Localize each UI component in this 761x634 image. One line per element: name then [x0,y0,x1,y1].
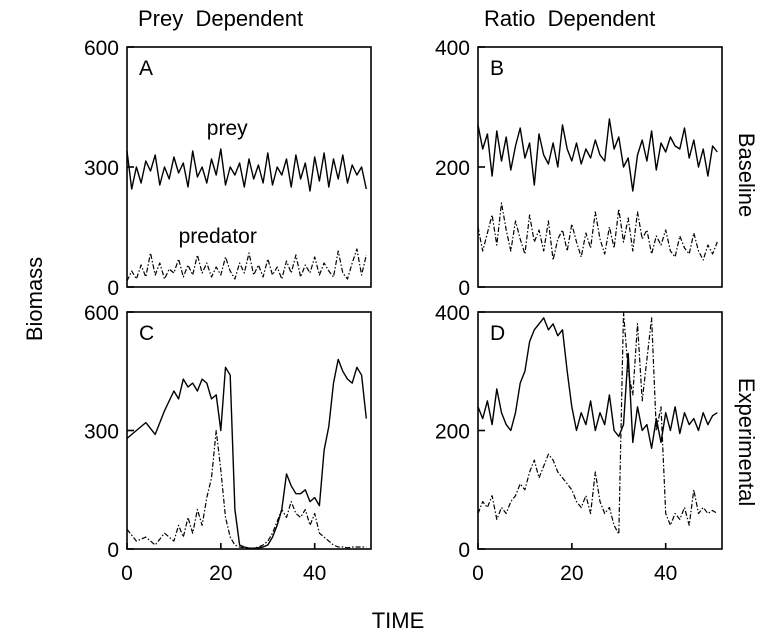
plot-frame [477,46,723,288]
y-tick-label: 300 [84,157,119,180]
panel-letter: C [139,322,154,345]
series-line-prey [477,118,718,192]
y-tick-label: 600 [84,37,119,60]
panel-letter: D [490,322,505,345]
panel-c: C 0 300 600 0 20 40 [84,302,372,585]
x-tick-label: 0 [121,562,133,585]
series-line-predator [477,311,718,535]
y-axis-title: Biomass [22,257,47,341]
y-tick-label: 600 [84,302,119,325]
series-line-predator [477,202,718,261]
column-title-ratio-dependent: Ratio Dependent [484,6,655,31]
panel-b: B 0 200 400 [435,37,723,300]
x-tick-label: 40 [303,562,326,585]
panel-d: D 0 200 400 0 20 40 [435,302,723,585]
y-tick-label: 0 [458,539,470,562]
y-tick-label: 0 [107,277,119,300]
y-tick-label: 300 [84,421,119,444]
y-tick-label: 200 [435,157,470,180]
series-line-prey [126,148,367,192]
y-tick-label: 400 [435,37,470,60]
annotation-predator: predator [179,225,257,248]
y-tick-label: 200 [435,421,470,444]
y-tick-label: 0 [107,539,119,562]
row-label-experimental: Experimental [734,378,759,506]
series-line-prey [477,317,718,449]
x-tick-label: 40 [654,562,677,585]
column-title-prey-dependent: Prey Dependent [138,6,303,31]
y-tick-label: 0 [458,277,470,300]
series-line-predator [126,429,367,549]
annotation-prey: prey [207,117,248,140]
x-tick-label: 20 [560,562,583,585]
x-tick-label: 0 [472,562,484,585]
series-line-prey [126,358,367,549]
panel-letter: A [139,57,153,80]
series-line-predator [126,248,367,282]
x-axis-title: TIME [372,608,425,633]
panel-letter: B [490,57,504,80]
panel-a: A 0 300 600 prey predator [84,37,372,300]
plot-frame [477,311,723,550]
y-tick-label: 400 [435,302,470,325]
plot-frame [126,311,372,550]
x-tick-label: 20 [209,562,232,585]
plot-frame [126,46,372,288]
row-label-baseline: Baseline [734,133,759,217]
